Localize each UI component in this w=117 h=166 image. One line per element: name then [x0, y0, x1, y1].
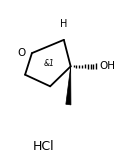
Text: O: O: [18, 48, 26, 58]
Text: HCl: HCl: [33, 140, 54, 153]
Text: &1: &1: [44, 59, 54, 68]
Text: OH: OH: [100, 61, 116, 71]
Polygon shape: [66, 66, 71, 105]
Text: H: H: [60, 19, 68, 29]
